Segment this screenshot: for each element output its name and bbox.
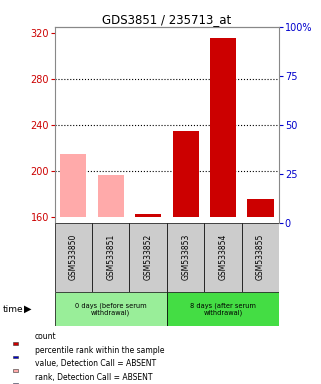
Bar <box>210 38 236 217</box>
Bar <box>13 369 18 372</box>
Text: time: time <box>3 305 24 314</box>
Text: 0 days (before serum
withdrawal): 0 days (before serum withdrawal) <box>75 302 147 316</box>
Bar <box>13 356 18 358</box>
Title: GDS3851 / 235713_at: GDS3851 / 235713_at <box>102 13 231 26</box>
Text: rank, Detection Call = ABSENT: rank, Detection Call = ABSENT <box>35 373 152 382</box>
Text: ▶: ▶ <box>24 304 31 314</box>
Bar <box>13 383 18 384</box>
Text: GSM533853: GSM533853 <box>181 234 190 280</box>
Text: value, Detection Call = ABSENT: value, Detection Call = ABSENT <box>35 359 156 368</box>
Bar <box>247 199 273 217</box>
Text: GSM533850: GSM533850 <box>69 234 78 280</box>
Text: percentile rank within the sample: percentile rank within the sample <box>35 346 164 355</box>
Bar <box>55 292 167 326</box>
Text: count: count <box>35 333 56 341</box>
Text: GSM533852: GSM533852 <box>144 234 153 280</box>
Text: GSM533855: GSM533855 <box>256 234 265 280</box>
Bar <box>242 223 279 292</box>
Text: GSM533851: GSM533851 <box>106 234 115 280</box>
Bar <box>92 223 129 292</box>
Bar <box>55 223 92 292</box>
Text: 8 days (after serum
withdrawal): 8 days (after serum withdrawal) <box>190 302 256 316</box>
Bar <box>167 292 279 326</box>
Bar <box>172 131 199 217</box>
Bar <box>167 223 204 292</box>
Bar <box>13 343 18 345</box>
Bar <box>60 154 86 217</box>
Bar <box>135 214 161 217</box>
Bar <box>129 223 167 292</box>
Bar <box>204 223 242 292</box>
Bar <box>98 175 124 217</box>
Text: GSM533854: GSM533854 <box>219 234 228 280</box>
